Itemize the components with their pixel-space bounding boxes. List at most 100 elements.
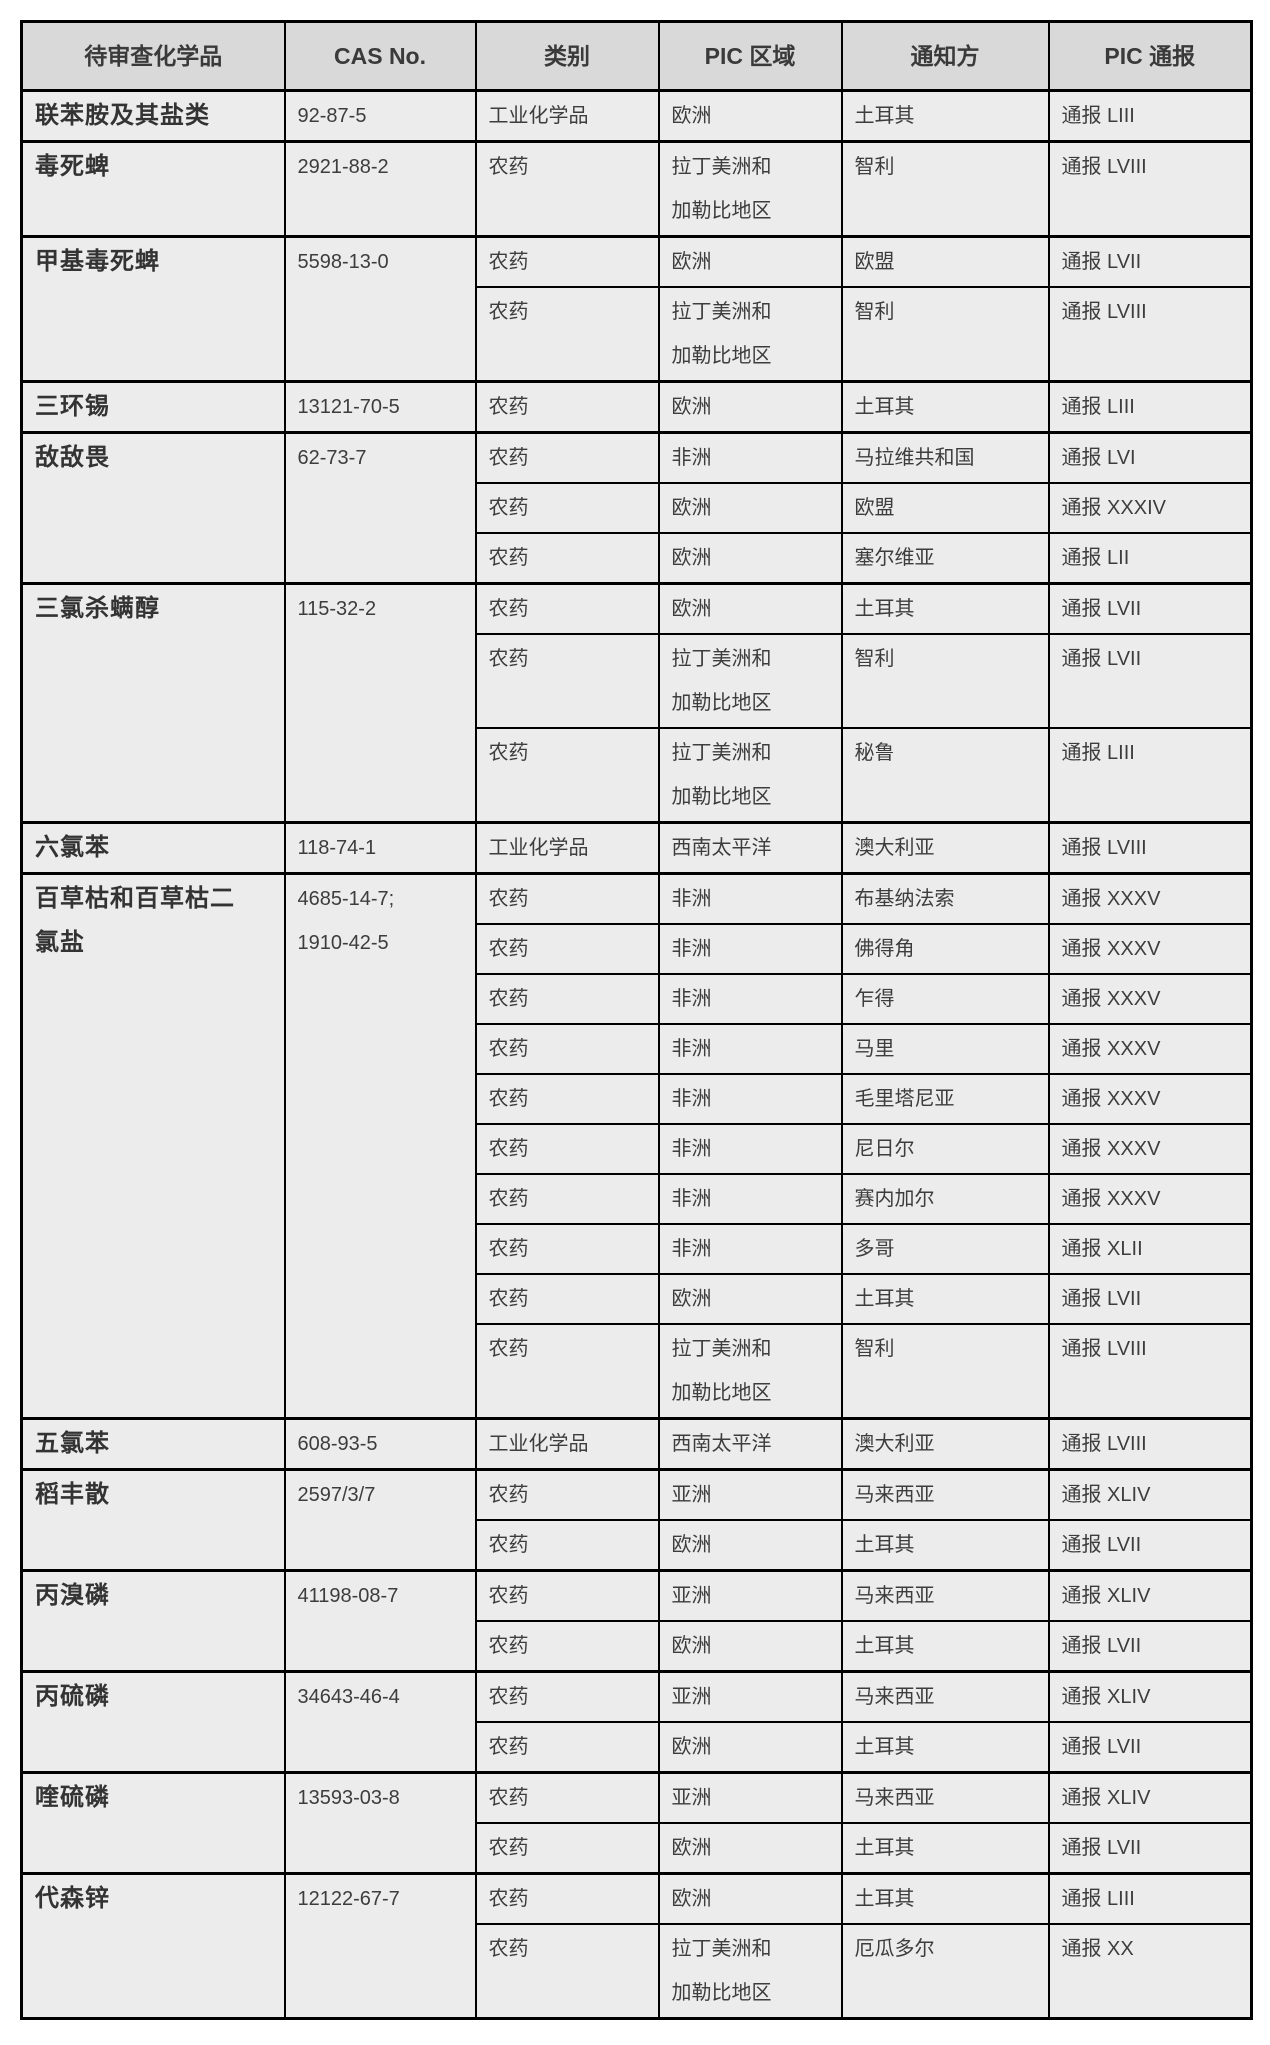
notifier-cell: 土耳其 — [840, 89, 1050, 143]
pic-region-cell: 欧洲 — [657, 1872, 843, 1925]
notifier-cell: 厄瓜多尔 — [840, 1923, 1050, 2020]
category-cell: 农药 — [474, 872, 660, 925]
chemical-name-cell: 三氯杀螨醇 — [20, 582, 286, 824]
pic-notification-cell: 通报 LVII — [1047, 1620, 1253, 1673]
pic-notification-cell: 通报 LVIII — [1047, 1417, 1253, 1471]
pic-region-cell: 欧洲 — [657, 1273, 843, 1325]
pic-region-cell: 欧洲 — [657, 1519, 843, 1572]
notifier-cell: 土耳其 — [840, 1872, 1050, 1925]
pic-region-cell: 拉丁美洲和 加勒比地区 — [657, 286, 843, 383]
pic-notification-cell: 通报 LVII — [1047, 633, 1253, 729]
notifier-cell: 多哥 — [840, 1223, 1050, 1275]
pic-notification-cell: 通报 LVII — [1047, 1519, 1253, 1572]
pic-region-cell: 非洲 — [657, 1073, 843, 1125]
pic-region-cell: 非洲 — [657, 1123, 843, 1175]
table-row: 敌敌畏 62-73-7 农药 非洲 马拉维共和国 通报 LVI — [20, 431, 1253, 585]
table-row: 农药 拉丁美洲和 加勒比地区 智利 通报 LVIII — [22, 286, 1253, 383]
chemical-name-cell: 丙硫磷 — [20, 1670, 286, 1774]
pic-region-cell: 非洲 — [657, 1023, 843, 1075]
table-row: 五氯苯 608-93-5 工业化学品 西南太平洋 澳大利亚 通报 LVIII — [20, 1417, 1253, 1471]
category-cell: 农药 — [474, 1822, 660, 1875]
table-row: 甲基毒死蜱 5598-13-0 农药 欧洲 欧盟 通报 LVII — [20, 235, 1253, 383]
pic-notification-cell: 通报 LIII — [1047, 380, 1253, 434]
pic-region-cell: 非洲 — [657, 1173, 843, 1225]
category-cell: 农药 — [474, 1519, 660, 1572]
pic-notification-cell: 通报 LVIII — [1047, 286, 1253, 383]
notifier-cell: 土耳其 — [840, 1721, 1050, 1774]
header-row: 待审查化学品 CAS No. 类别 PIC 区域 通知方 PIC 通报 — [20, 20, 1253, 92]
pic-notification-cell: 通报 LVII — [1047, 235, 1253, 288]
table-row: 三氯杀螨醇 115-32-2 农药 欧洲 土耳其 通报 LVII — [20, 582, 1253, 824]
table-row: 农药 拉丁美洲和 加勒比地区 秘鲁 通报 LIII — [22, 727, 1253, 824]
chemical-name-cell: 毒死蜱 — [20, 140, 286, 238]
pic-region-cell: 亚洲 — [657, 1468, 843, 1521]
notifier-cell: 马来西亚 — [840, 1771, 1050, 1824]
pic-notification-cell: 通报 LII — [1047, 532, 1253, 585]
chemical-name-cell: 稻丰散 — [20, 1468, 286, 1572]
table-row: 农药 欧洲 塞尔维亚 通报 LII — [22, 532, 1253, 585]
pic-notification-cell: 通报 XLIV — [1047, 1670, 1253, 1723]
category-cell: 农药 — [474, 140, 660, 238]
table-row: 三环锡 13121-70-5 农药 欧洲 土耳其 通报 LIII — [20, 380, 1253, 434]
notifier-cell: 土耳其 — [840, 1519, 1050, 1572]
notifier-cell: 土耳其 — [840, 1620, 1050, 1673]
category-cell: 农药 — [474, 431, 660, 484]
pic-region-cell: 欧洲 — [657, 582, 843, 635]
cas-number-cell: 608-93-5 — [283, 1417, 477, 1471]
category-cell: 工业化学品 — [474, 821, 660, 875]
notifier-cell: 土耳其 — [840, 1822, 1050, 1875]
pic-region-cell: 拉丁美洲和 加勒比地区 — [657, 1923, 843, 2020]
notifier-cell: 乍得 — [840, 973, 1050, 1025]
table-row: 农药 非洲 乍得 通报 XXXV — [22, 973, 1253, 1025]
cas-number-cell: 115-32-2 — [283, 582, 477, 824]
pic-region-cell: 欧洲 — [657, 1721, 843, 1774]
category-cell: 工业化学品 — [474, 89, 660, 143]
chemical-name-cell: 丙溴磷 — [20, 1569, 286, 1673]
table-row: 丙溴磷 41198-08-7 农药 亚洲 马来西亚 通报 XLIV — [20, 1569, 1253, 1673]
header-category: 类别 — [474, 20, 660, 92]
category-cell: 农药 — [474, 973, 660, 1025]
pic-region-cell: 欧洲 — [657, 1620, 843, 1673]
pic-region-cell: 非洲 — [657, 431, 843, 484]
pic-notification-cell: 通报 XXXV — [1047, 872, 1253, 925]
pic-region-cell: 非洲 — [657, 1223, 843, 1275]
table-row: 喹硫磷 13593-03-8 农药 亚洲 马来西亚 通报 XLIV — [20, 1771, 1253, 1875]
pic-region-cell: 非洲 — [657, 973, 843, 1025]
chemical-name-cell: 喹硫磷 — [20, 1771, 286, 1875]
cas-number-cell: 62-73-7 — [283, 431, 477, 585]
table-row: 农药 拉丁美洲和 加勒比地区 智利 通报 LVIII — [22, 1323, 1253, 1420]
chemical-name-cell: 百草枯和百草枯二 氯盐 — [20, 872, 286, 1420]
table-row: 农药 欧洲 土耳其 通报 LVII — [22, 1721, 1253, 1774]
pic-notification-cell: 通报 LVIII — [1047, 1323, 1253, 1420]
header-pic-region: PIC 区域 — [657, 20, 843, 92]
pic-region-cell: 西南太平洋 — [657, 821, 843, 875]
notifier-cell: 马拉维共和国 — [840, 431, 1050, 484]
category-cell: 农药 — [474, 1872, 660, 1925]
pic-notification-cell: 通报 LVIII — [1047, 140, 1253, 238]
table-body: 联苯胺及其盐类 92-87-5 工业化学品 欧洲 土耳其 通报 LIII 毒死蜱 2921-8… — [20, 89, 1253, 2020]
notifier-cell: 马里 — [840, 1023, 1050, 1075]
notifier-cell: 佛得角 — [840, 923, 1050, 975]
table-row: 农药 非洲 佛得角 通报 XXXV — [22, 923, 1253, 975]
cas-number-cell: 4685-14-7; 1910-42-5 — [283, 872, 477, 1420]
pic-region-cell: 亚洲 — [657, 1569, 843, 1622]
pic-notification-cell: 通报 XXXV — [1047, 1073, 1253, 1125]
pic-region-cell: 欧洲 — [657, 89, 843, 143]
table-row: 丙硫磷 34643-46-4 农药 亚洲 马来西亚 通报 XLIV — [20, 1670, 1253, 1774]
pic-region-cell: 亚洲 — [657, 1771, 843, 1824]
table-header: 待审查化学品 CAS No. 类别 PIC 区域 通知方 PIC 通报 — [20, 20, 1253, 92]
chemicals-review-table: 待审查化学品 CAS No. 类别 PIC 区域 通知方 PIC 通报 联苯胺及… — [20, 20, 1253, 2020]
pic-notification-cell: 通报 LVIII — [1047, 821, 1253, 875]
table-row: 农药 欧洲 土耳其 通报 LVII — [22, 1620, 1253, 1673]
category-cell: 农药 — [474, 1721, 660, 1774]
table-row: 农药 欧洲 土耳其 通报 LVII — [22, 1822, 1253, 1875]
table-row: 农药 欧洲 土耳其 通报 LVII — [22, 1273, 1253, 1325]
cas-number-cell: 13593-03-8 — [283, 1771, 477, 1875]
chemical-name-cell: 五氯苯 — [20, 1417, 286, 1471]
table-row: 农药 非洲 马里 通报 XXXV — [22, 1023, 1253, 1075]
pic-region-cell: 非洲 — [657, 923, 843, 975]
notifier-cell: 马来西亚 — [840, 1468, 1050, 1521]
cas-number-cell: 2921-88-2 — [283, 140, 477, 238]
pic-region-cell: 西南太平洋 — [657, 1417, 843, 1471]
pic-notification-cell: 通报 XLIV — [1047, 1569, 1253, 1622]
